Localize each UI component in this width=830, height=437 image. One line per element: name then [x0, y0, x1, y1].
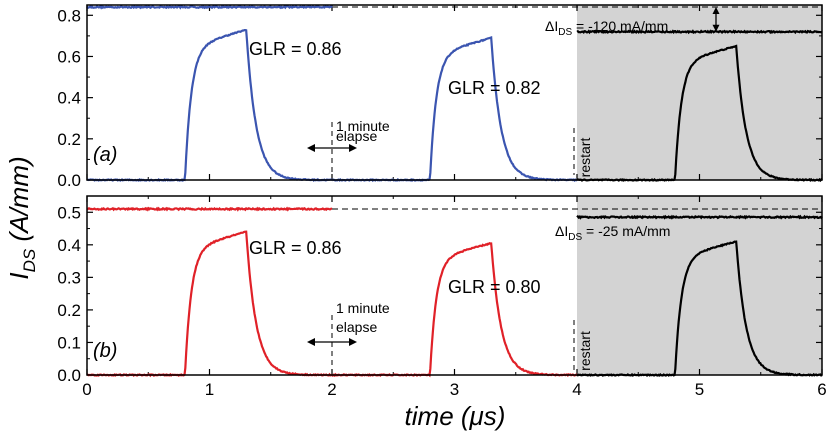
x-tick-label: 4 — [572, 380, 581, 399]
reference-level-trace — [86, 206, 333, 212]
y-tick-label: 0.8 — [57, 6, 81, 25]
delta-ids-value: = -25 mA/mm — [582, 223, 670, 239]
x-tick-label: 3 — [450, 380, 459, 399]
panel-label: (b) — [93, 340, 117, 362]
elapse-label-line2: elapse — [336, 128, 377, 144]
panel-b: 0 1 2 3 4 5 6 0.0 0.1 0.2 0.3 0.4 0.5 restart GLR = 0.… — [57, 195, 827, 399]
x-axis-label: time (μs) — [405, 401, 506, 431]
x-tick-label: 5 — [695, 380, 704, 399]
y-tick-label: 0.6 — [57, 47, 81, 66]
restart-level-trace — [576, 29, 823, 35]
pulse-trace-2 — [331, 36, 578, 183]
reference-level-trace — [86, 4, 333, 10]
y-tick-label: 0.4 — [57, 236, 81, 255]
delta-ids-prefix: ΔI — [545, 18, 558, 34]
restart-label: restart — [577, 331, 593, 371]
delta-arrowhead-bottom — [712, 24, 720, 32]
delta-ids-value: = -120 mA/mm — [572, 18, 668, 34]
elapse-arrowhead-left — [307, 338, 315, 346]
delta-ids-label: ΔIDS = -120 mA/mm — [545, 18, 668, 38]
y-axis-label-units: (A/mm) — [4, 156, 34, 248]
x-tick-label: 6 — [817, 380, 826, 399]
y-tick-label: 0.2 — [57, 301, 81, 320]
glr-label: GLR = 0.82 — [448, 78, 541, 98]
delta-ids-sub: DS — [568, 232, 582, 243]
y-tick-label: 0.1 — [57, 333, 81, 352]
panel-a: 0.0 0.2 0.4 0.6 0.8 restart GLR = 0.86 GLR = 0.… — [57, 4, 823, 190]
x-tick-label: 1 — [205, 380, 214, 399]
delta-ids-sub: DS — [558, 27, 572, 38]
y-tick-label: 0.0 — [57, 171, 81, 190]
delta-ids-prefix: ΔI — [555, 223, 568, 239]
restart-shaded-region — [577, 5, 822, 180]
elapse-label-line1: 1 minute — [336, 118, 390, 134]
y-axis-label-main: I — [4, 272, 34, 279]
y-tick-label: 0.4 — [57, 89, 81, 108]
restart-shaded-region — [577, 196, 822, 375]
elapse-arrowhead-left — [307, 144, 315, 152]
elapse-label-line1: 1 minute — [336, 300, 390, 316]
delta-ids-label: ΔIDS = -25 mA/mm — [555, 223, 670, 243]
x-tick-label: 0 — [82, 380, 91, 399]
delta-arrowhead-top — [712, 7, 720, 15]
restart-label: restart — [577, 138, 593, 178]
restart-level-trace — [576, 214, 823, 220]
glr-label: GLR = 0.80 — [448, 277, 541, 297]
elapse-arrowhead-right — [349, 338, 357, 346]
x-tick-label: 2 — [327, 380, 336, 399]
plot-frame — [86, 195, 823, 376]
y-tick-label: 0.3 — [57, 268, 81, 287]
y-tick-label: 0.2 — [57, 130, 81, 149]
glr-label: GLR = 0.86 — [249, 238, 342, 258]
plot-frame — [86, 4, 823, 181]
y-tick-label: 0.0 — [57, 366, 81, 385]
glr-label: GLR = 0.86 — [249, 39, 342, 59]
elapse-arrowhead-right — [349, 144, 357, 152]
y-axis-label-sub: DS — [20, 248, 39, 272]
y-tick-label: 0.5 — [57, 203, 81, 222]
panel-label: (a) — [93, 144, 117, 166]
elapse-label-line2: elapse — [336, 319, 377, 335]
y-axis-label: IDS (A/mm) — [4, 156, 39, 279]
